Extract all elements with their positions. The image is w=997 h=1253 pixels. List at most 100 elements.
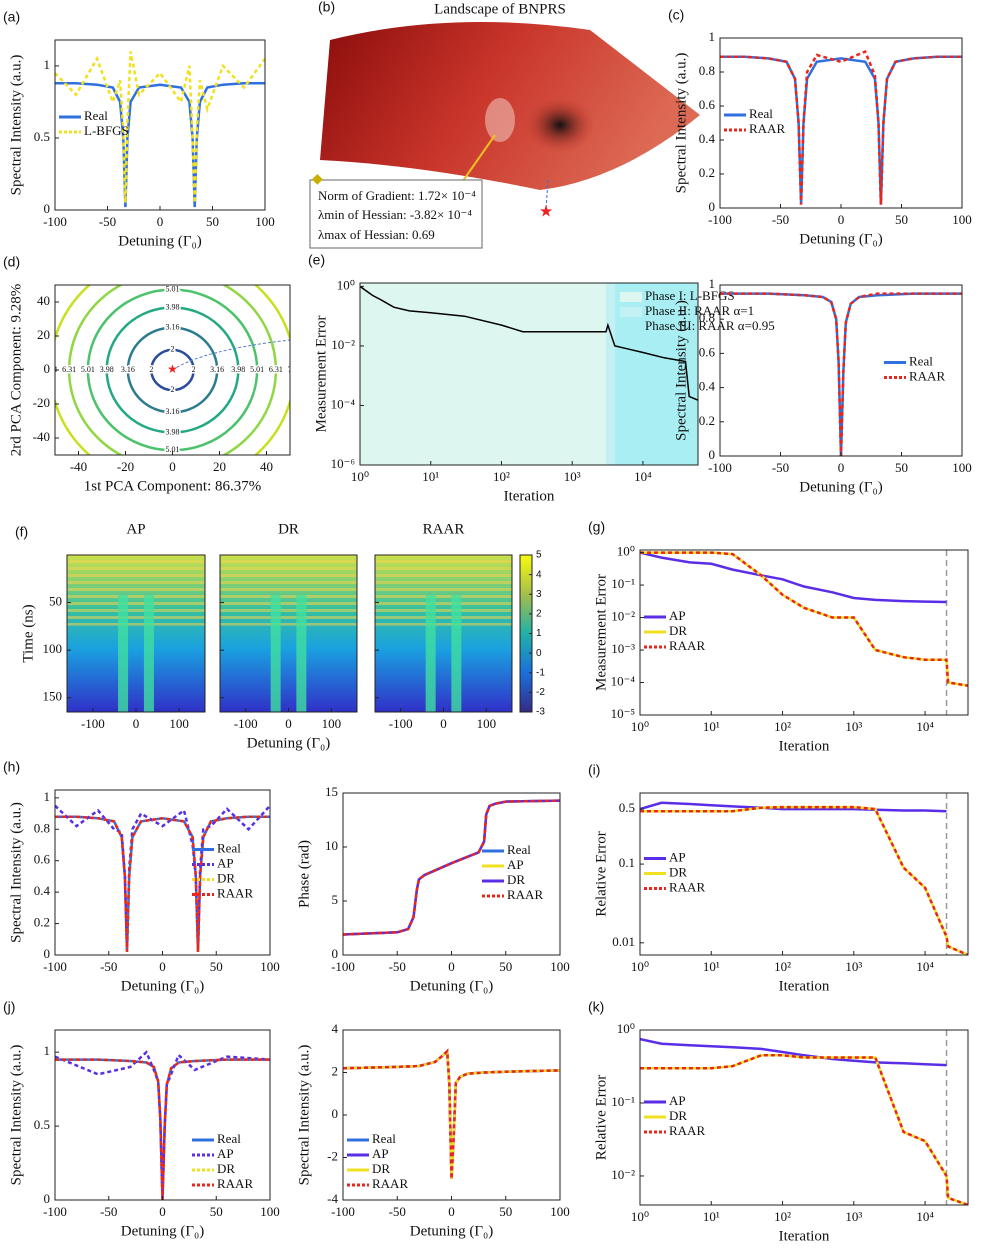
heatmap-streak xyxy=(451,595,462,712)
plot xyxy=(640,1030,968,1205)
x-tick-label: -100 xyxy=(708,460,732,475)
x-axis-label: Iteration xyxy=(779,978,830,994)
x-axis-label: Detuning (Γ₀) xyxy=(121,978,204,994)
legend-label: RAAR xyxy=(669,879,705,894)
y-tick-label: 0.8 xyxy=(699,310,715,325)
contour-label: 6.31 xyxy=(62,365,76,374)
legend-label: Phase III: RAAR α=0.95 xyxy=(645,318,775,333)
y-tick-label: 0 xyxy=(44,361,51,376)
contour xyxy=(126,326,219,414)
x-tick-label: 0 xyxy=(159,1204,166,1219)
legend-label: Phase I: L-BFGS xyxy=(645,288,735,303)
y-tick-label: 4 xyxy=(332,1021,339,1036)
legend-label: RAAR xyxy=(909,368,945,383)
y-axis-label: 2rd PCA Component: 9.28% xyxy=(8,284,24,457)
legend-label: AP xyxy=(372,1146,389,1161)
panel-label: (a) xyxy=(3,9,20,25)
series-line xyxy=(640,805,968,955)
x-tick-label: 10⁰ xyxy=(631,1209,649,1224)
x-tick-label: 10³ xyxy=(845,959,862,974)
plot xyxy=(640,550,968,715)
y-axis-label: Relative Error xyxy=(593,1075,609,1160)
x-tick-label: 10¹ xyxy=(703,959,720,974)
y-axis-label: Measurement Error xyxy=(593,574,609,691)
y-axis-label: Spectral Intensity (a.u.) xyxy=(8,802,24,943)
y-tick-label: 0.4 xyxy=(34,883,51,898)
legend-label: Real xyxy=(84,108,108,123)
contour-label: 6.31 xyxy=(166,267,180,276)
x-tick-label: -100 xyxy=(331,1204,355,1219)
y-tick-label: 2 xyxy=(332,1063,339,1078)
series-line xyxy=(640,551,947,604)
panel-label: (g) xyxy=(588,519,605,535)
plot xyxy=(55,1050,270,1200)
x-tick-label: -40 xyxy=(70,459,87,474)
axes-frame xyxy=(639,792,969,956)
y-tick-label: -20 xyxy=(33,395,50,410)
y-tick-label: 150 xyxy=(43,689,63,704)
annotation-box xyxy=(309,179,483,249)
minimum xyxy=(525,97,595,153)
contour-label: 5.01 xyxy=(81,365,95,374)
y-tick-label: 10⁻⁶ xyxy=(331,456,355,471)
contour xyxy=(67,285,278,455)
legend-label: DR xyxy=(217,870,235,885)
y-axis-label: Time (ns) xyxy=(20,604,36,662)
series-line xyxy=(720,292,962,456)
x-tick-label: -50 xyxy=(389,1204,406,1219)
panel-label: (i) xyxy=(588,762,600,778)
y-tick-label: 10⁻⁴ xyxy=(331,396,356,411)
panel-label: (b) xyxy=(318,0,335,15)
subplot-title: DR xyxy=(278,521,299,537)
contour-label: 3.16 xyxy=(166,322,180,331)
contour xyxy=(86,288,259,452)
plot: 2 2 2 2 3.16 3.16 3.16 3.16 3.98 3.98 3.98 3.98 5.01… xyxy=(55,267,290,455)
y-axis-label: Spectral Intensity (a.u.) xyxy=(673,300,689,441)
y-tick-label: 0.6 xyxy=(699,97,716,112)
y-tick-label: 40 xyxy=(37,293,50,308)
legend-label: Real xyxy=(372,1131,396,1146)
panel-label: (e) xyxy=(308,252,325,268)
series-line xyxy=(55,804,270,948)
y-tick-label: 0.5 xyxy=(619,800,635,815)
legend-label: Real xyxy=(749,106,773,121)
x-axis-label: Iteration xyxy=(504,488,555,504)
diamond: ◆ xyxy=(312,172,323,187)
x-tick-label: 10⁴ xyxy=(916,959,934,974)
x-axis-label: Detuning (Γ₀) xyxy=(410,978,493,994)
legend-label: DR xyxy=(372,1161,390,1176)
series-line xyxy=(55,815,270,952)
y-tick-label: 10⁰ xyxy=(337,277,355,292)
x-tick-label: 0 xyxy=(133,716,140,731)
contour-label: 3.98 xyxy=(100,365,114,374)
x-tick-label: -100 xyxy=(389,716,413,731)
y-tick-label: 0.8 xyxy=(699,63,715,78)
x-tick-label: 100 xyxy=(169,716,189,731)
subplot-title: RAAR xyxy=(423,521,465,537)
y-tick-label: 0.4 xyxy=(699,131,716,146)
legend-label: DR xyxy=(669,1108,687,1123)
plot xyxy=(360,283,698,465)
y-tick-label: 0.1 xyxy=(619,855,635,870)
colorbar-label: 0 xyxy=(536,648,542,659)
y-tick-label: 0.01 xyxy=(612,934,635,949)
x-axis-label: Detuning (Γ₀) xyxy=(118,233,201,249)
y-tick-label: 10 xyxy=(325,838,338,853)
heatmap-streak xyxy=(143,595,154,712)
legend-label: Real xyxy=(217,1131,241,1146)
series-line xyxy=(720,49,962,205)
x-axis-label: Detuning (Γ₀) xyxy=(799,479,882,495)
x-axis-label: Detuning (Γ₀) xyxy=(247,735,330,751)
x-tick-label: 10¹ xyxy=(703,1209,720,1224)
x-tick-label: 100 xyxy=(322,716,342,731)
y-tick-label: 10⁻¹ xyxy=(611,1094,635,1109)
x-tick-label: 100 xyxy=(260,1204,280,1219)
legend-label: AP xyxy=(217,855,234,870)
x-tick-label: -100 xyxy=(43,959,67,974)
x-tick-label: -50 xyxy=(772,212,789,227)
axes-frame xyxy=(374,554,513,713)
y-axis-label: Relative Error xyxy=(593,831,609,916)
plot xyxy=(55,804,270,952)
y-axis-label: Phase (rad) xyxy=(296,840,312,908)
contour-label: 3.16 xyxy=(121,365,135,374)
